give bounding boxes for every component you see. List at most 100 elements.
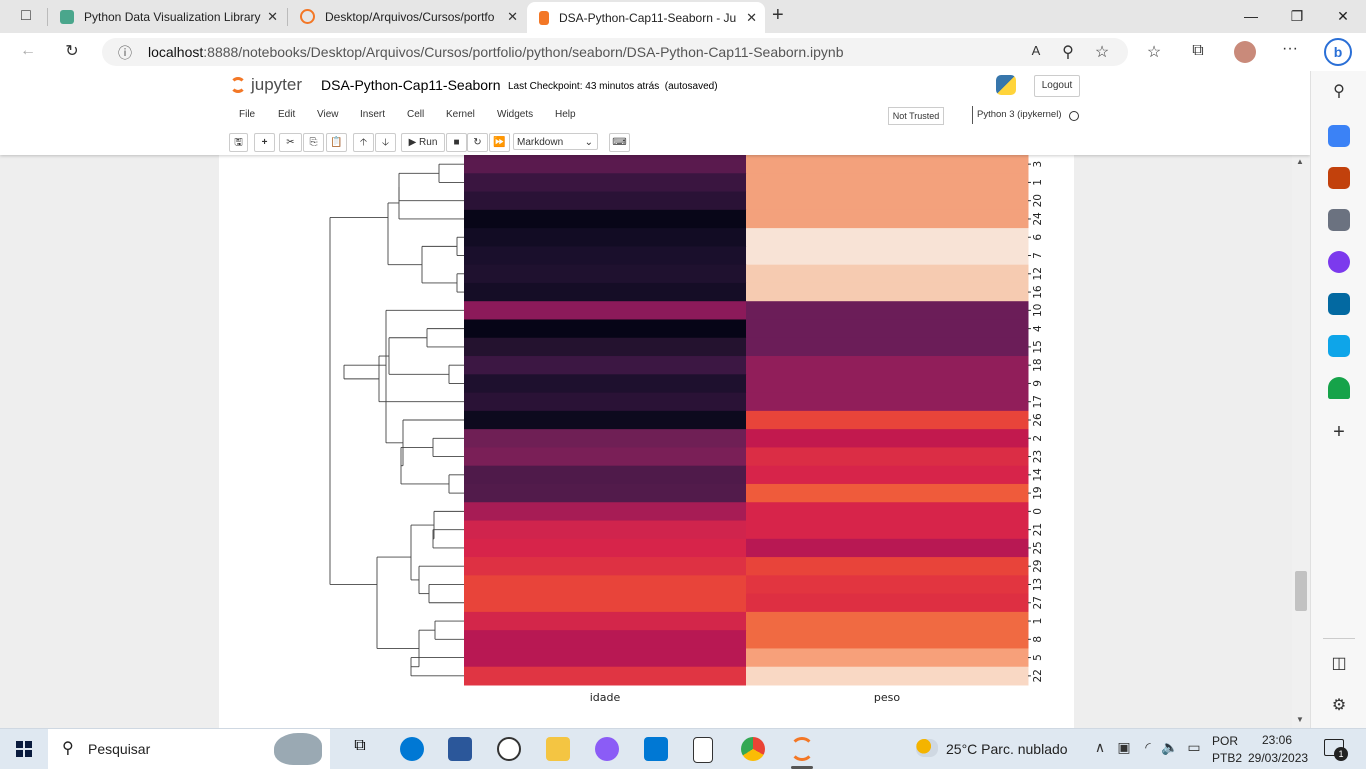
language-text[interactable]: POR xyxy=(1212,734,1239,748)
heatmap-cell xyxy=(746,447,1029,467)
mail-icon[interactable] xyxy=(644,737,668,761)
kernel-status-icon xyxy=(1069,111,1079,121)
scrollbar-thumb[interactable] xyxy=(1295,571,1307,611)
paste-icon[interactable]: 📋 xyxy=(326,133,347,152)
volume-icon[interactable]: 🔈 xyxy=(1161,739,1179,755)
restart-icon[interactable]: ↻ xyxy=(467,133,488,152)
menu-edit[interactable]: Edit xyxy=(278,109,296,120)
insert-cell-icon[interactable]: + xyxy=(254,133,275,152)
tab-actions-icon[interactable]: □ xyxy=(21,7,31,24)
meet-icon[interactable]: ▣ xyxy=(1117,739,1131,755)
search-icon[interactable]: ⚲ xyxy=(1333,83,1345,100)
add-icon[interactable]: + xyxy=(1333,421,1345,443)
chrome-icon[interactable] xyxy=(741,737,765,761)
heatmap-cell xyxy=(746,502,1029,522)
stop-icon[interactable]: ■ xyxy=(446,133,467,152)
not-trusted-button[interactable]: Not Trusted xyxy=(888,107,944,125)
edge-icon[interactable] xyxy=(400,737,424,761)
notepad-icon[interactable] xyxy=(693,737,713,763)
scroll-down-icon[interactable]: ▼ xyxy=(1296,715,1304,724)
scroll-up-icon[interactable]: ▲ xyxy=(1296,157,1304,166)
clock-time[interactable]: 23:06 xyxy=(1262,733,1293,747)
minimize-icon[interactable]: — xyxy=(1244,8,1258,24)
menu-view[interactable]: View xyxy=(317,109,339,120)
file-explorer-icon[interactable] xyxy=(546,737,570,761)
profile-avatar[interactable] xyxy=(1234,41,1256,63)
back-icon[interactable]: ← xyxy=(20,42,36,59)
close-tab-icon[interactable]: ✕ xyxy=(507,8,518,24)
taskbar-search[interactable]: ⚲ Pesquisar xyxy=(48,729,330,769)
heatmap-cell xyxy=(746,191,1029,211)
notification-count: 1 xyxy=(1334,747,1348,761)
cell-type-select[interactable]: Markdown ⌄ xyxy=(513,133,598,150)
keyboard-layout-text[interactable]: PTB2 xyxy=(1212,751,1243,765)
wifi-icon[interactable]: ◜ xyxy=(1145,739,1151,755)
zoom-icon[interactable]: ⚲ xyxy=(1062,44,1074,61)
outlook-icon[interactable] xyxy=(1328,293,1350,315)
clustermap-chart: 3120246712161041518917262231419021252913… xyxy=(329,155,1044,704)
tab-desktop-files[interactable]: Desktop/Arquivos/Cursos/portfo ✕ xyxy=(288,4,526,29)
checkpoint-info: Last Checkpoint: 43 minutos atrás (autos… xyxy=(508,81,718,92)
collections-icon[interactable]: ⧉ xyxy=(1192,42,1204,59)
close-tab-icon[interactable]: ✕ xyxy=(746,9,757,25)
heatmap-cell xyxy=(746,666,1029,686)
menu-kernel[interactable]: Kernel xyxy=(446,109,475,120)
task-view-icon[interactable]: ⧉ xyxy=(354,737,366,754)
weather-icon[interactable] xyxy=(916,739,938,757)
more-menu-icon[interactable]: ··· xyxy=(1282,40,1298,57)
info-icon[interactable]: ⓘ xyxy=(118,45,132,61)
jupyter-app-icon[interactable] xyxy=(790,737,814,761)
close-tab-icon[interactable]: ✕ xyxy=(267,8,278,24)
split-screen-icon[interactable]: ◫ xyxy=(1331,655,1347,672)
weather-text[interactable]: 25°C Parc. nublado xyxy=(946,741,1068,757)
keyboard-icon[interactable]: ⌨ xyxy=(609,133,630,152)
copy-icon[interactable]: ⎘ xyxy=(303,133,324,152)
start-icon[interactable] xyxy=(16,741,32,757)
url-host: localhost xyxy=(148,44,204,60)
move-down-icon[interactable]: 🡣 xyxy=(375,133,396,152)
logout-button[interactable]: Logout xyxy=(1034,75,1080,97)
cut-icon[interactable]: ✂ xyxy=(279,133,302,152)
tree-icon[interactable] xyxy=(1328,377,1350,399)
add-favorite-icon[interactable]: ☆ xyxy=(1094,44,1110,61)
office-icon[interactable] xyxy=(1328,251,1350,273)
move-up-icon[interactable]: 🡡 xyxy=(353,133,374,152)
tools-icon[interactable] xyxy=(1328,167,1350,189)
bing-icon[interactable]: b xyxy=(1324,38,1352,66)
notebook-title[interactable]: DSA-Python-Cap11-Seaborn xyxy=(321,77,501,93)
read-aloud-icon[interactable]: A xyxy=(1031,43,1041,58)
run-button[interactable]: ▶ Run xyxy=(401,133,445,152)
tray-chevron-icon[interactable]: ∧ xyxy=(1094,739,1106,755)
url-field[interactable]: ⓘ localhost:8888/notebooks/Desktop/Arqui… xyxy=(102,38,1128,66)
games-icon[interactable] xyxy=(1328,209,1350,231)
store-icon[interactable] xyxy=(448,737,472,761)
dell-icon[interactable] xyxy=(497,737,521,761)
favorites-icon[interactable]: ☆ xyxy=(1146,44,1162,61)
copilot-icon[interactable] xyxy=(595,737,619,761)
save-icon[interactable]: 🖫 xyxy=(229,133,248,152)
heatmap-cell xyxy=(746,465,1029,485)
menu-widgets[interactable]: Widgets xyxy=(497,109,534,120)
menu-cell[interactable]: Cell xyxy=(407,109,425,120)
shopping-icon[interactable] xyxy=(1328,125,1350,147)
settings-icon[interactable]: ⚙ xyxy=(1331,697,1347,714)
menu-insert[interactable]: Insert xyxy=(360,109,386,120)
tab-seaborn-notebook[interactable]: DSA-Python-Cap11-Seaborn - Ju ✕ xyxy=(527,2,765,33)
new-tab-button[interactable]: + xyxy=(772,4,784,26)
menu-help[interactable]: Help xyxy=(555,109,576,120)
refresh-icon[interactable]: ↻ xyxy=(65,43,79,60)
row-tick-labels: 3120246712161041518917262231419021252913… xyxy=(1028,161,1044,683)
clock-date[interactable]: 29/03/2023 xyxy=(1248,751,1309,765)
battery-icon[interactable]: ▭ xyxy=(1187,739,1201,755)
menu-file[interactable]: File xyxy=(239,109,256,120)
close-window-icon[interactable]: ✕ xyxy=(1337,8,1349,24)
telegram-icon[interactable] xyxy=(1328,335,1350,357)
heatmap-cell xyxy=(746,575,1029,595)
page-scrollbar[interactable]: ▲ ▼ xyxy=(1292,155,1310,728)
heatmap-cell xyxy=(746,538,1029,558)
tab-python-viz[interactable]: Python Data Visualization Library ✕ xyxy=(48,4,286,29)
jupyter-logo-text[interactable]: jupyter xyxy=(251,75,303,94)
jupyter-logo-icon[interactable] xyxy=(230,77,246,93)
fast-forward-icon[interactable]: ⏩ xyxy=(489,133,510,152)
restore-icon[interactable]: ❐ xyxy=(1290,8,1304,24)
